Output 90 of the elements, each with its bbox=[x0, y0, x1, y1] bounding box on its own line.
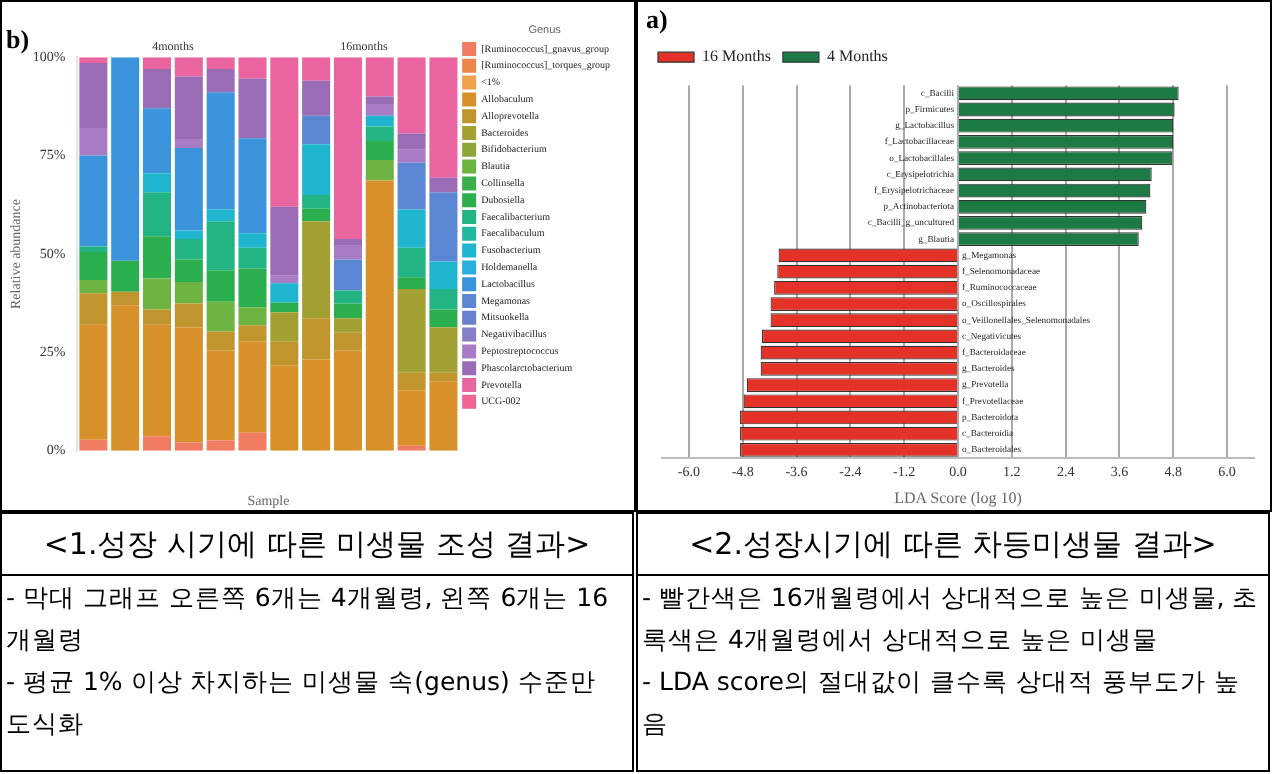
bar bbox=[302, 115, 331, 145]
bar bbox=[143, 324, 172, 437]
bar bbox=[238, 233, 267, 248]
bar bbox=[333, 290, 362, 304]
bar bbox=[174, 259, 203, 282]
text: - 막대 그래프 오른쪽 6개는 4개월령, 왼쪽 6개는 16개월령 bbox=[6, 580, 611, 658]
bar bbox=[79, 439, 108, 451]
bar bbox=[397, 149, 426, 163]
bar bbox=[365, 115, 394, 127]
bar bbox=[143, 173, 172, 193]
bar bbox=[270, 206, 299, 276]
bar bbox=[429, 261, 458, 290]
text: - LDA score의 절대값이 클수록 상대적 풍부도가 높음 bbox=[642, 664, 1242, 742]
bar bbox=[302, 194, 331, 209]
text: - 빨간색은 16개월령에서 상대적으로 높은 미생물, 초록색은 4개월령에서 상대적으로 높은 미생물 bbox=[642, 580, 1261, 658]
bar bbox=[270, 302, 299, 313]
bar bbox=[429, 309, 458, 328]
bar bbox=[270, 365, 299, 451]
bar bbox=[79, 155, 108, 247]
legend-label: 16 Months bbox=[702, 47, 771, 66]
bar bbox=[174, 303, 203, 328]
bar bbox=[111, 291, 140, 306]
bar bbox=[270, 341, 299, 366]
bar bbox=[365, 57, 394, 97]
bar bbox=[143, 69, 172, 109]
chart-title: b) bbox=[6, 24, 30, 55]
bar bbox=[397, 277, 426, 290]
bar bbox=[365, 104, 394, 116]
bar bbox=[333, 303, 362, 319]
bar bbox=[111, 260, 140, 292]
x-axis-title: LDA Score (log 10) bbox=[894, 488, 1023, 507]
bar bbox=[174, 76, 203, 140]
bar bbox=[79, 252, 108, 280]
bar bbox=[333, 244, 362, 260]
bar bbox=[143, 278, 172, 310]
bar bbox=[174, 230, 203, 240]
bar bbox=[174, 281, 203, 304]
bar bbox=[79, 293, 108, 325]
bar bbox=[333, 332, 362, 351]
bar bbox=[365, 141, 394, 160]
bar bbox=[174, 148, 203, 231]
bar bbox=[333, 318, 362, 333]
bar bbox=[365, 126, 394, 142]
bar bbox=[270, 312, 299, 342]
bar bbox=[79, 63, 108, 129]
bar bbox=[397, 133, 426, 150]
bar bbox=[365, 96, 394, 105]
text: <2.성장시기에 따른 차등미생물 결과> bbox=[638, 514, 1268, 576]
bar bbox=[79, 324, 108, 440]
bar bbox=[302, 80, 331, 116]
bar bbox=[143, 436, 172, 451]
bar bbox=[270, 283, 299, 303]
bar bbox=[143, 108, 172, 174]
bar bbox=[397, 247, 426, 278]
bar bbox=[111, 57, 140, 261]
chart-title: a) bbox=[646, 4, 668, 35]
bar bbox=[174, 139, 203, 149]
bar bbox=[302, 57, 331, 81]
bar bbox=[174, 327, 203, 443]
bar bbox=[206, 209, 235, 222]
bar bbox=[429, 177, 458, 193]
bar bbox=[302, 359, 331, 451]
bar bbox=[79, 128, 108, 156]
legend-label: 4 Months bbox=[826, 47, 888, 66]
bar bbox=[365, 159, 394, 181]
bar bbox=[143, 192, 172, 237]
bar bbox=[333, 239, 362, 245]
bar bbox=[397, 209, 426, 248]
bar bbox=[333, 350, 362, 451]
bar bbox=[302, 144, 331, 195]
bar bbox=[302, 221, 331, 319]
bar bbox=[174, 57, 203, 77]
bar bbox=[429, 289, 458, 310]
bar bbox=[174, 239, 203, 260]
bar bbox=[79, 279, 108, 294]
bar bbox=[143, 57, 172, 70]
bar bbox=[270, 57, 299, 207]
bar bbox=[302, 208, 331, 222]
text: <1.성장 시기에 따른 미생물 조성 결과> bbox=[2, 514, 632, 576]
bar bbox=[333, 259, 362, 291]
bar bbox=[302, 318, 331, 360]
bar bbox=[365, 180, 394, 451]
bar bbox=[174, 442, 203, 451]
bar bbox=[111, 305, 140, 451]
bar bbox=[333, 57, 362, 240]
bar bbox=[79, 246, 108, 253]
bar bbox=[270, 275, 299, 284]
bar bbox=[143, 309, 172, 325]
text: - 평균 1% 이상 차지하는 미생물 속(genus) 수준만 도식화 bbox=[6, 664, 598, 742]
bar bbox=[143, 236, 172, 279]
